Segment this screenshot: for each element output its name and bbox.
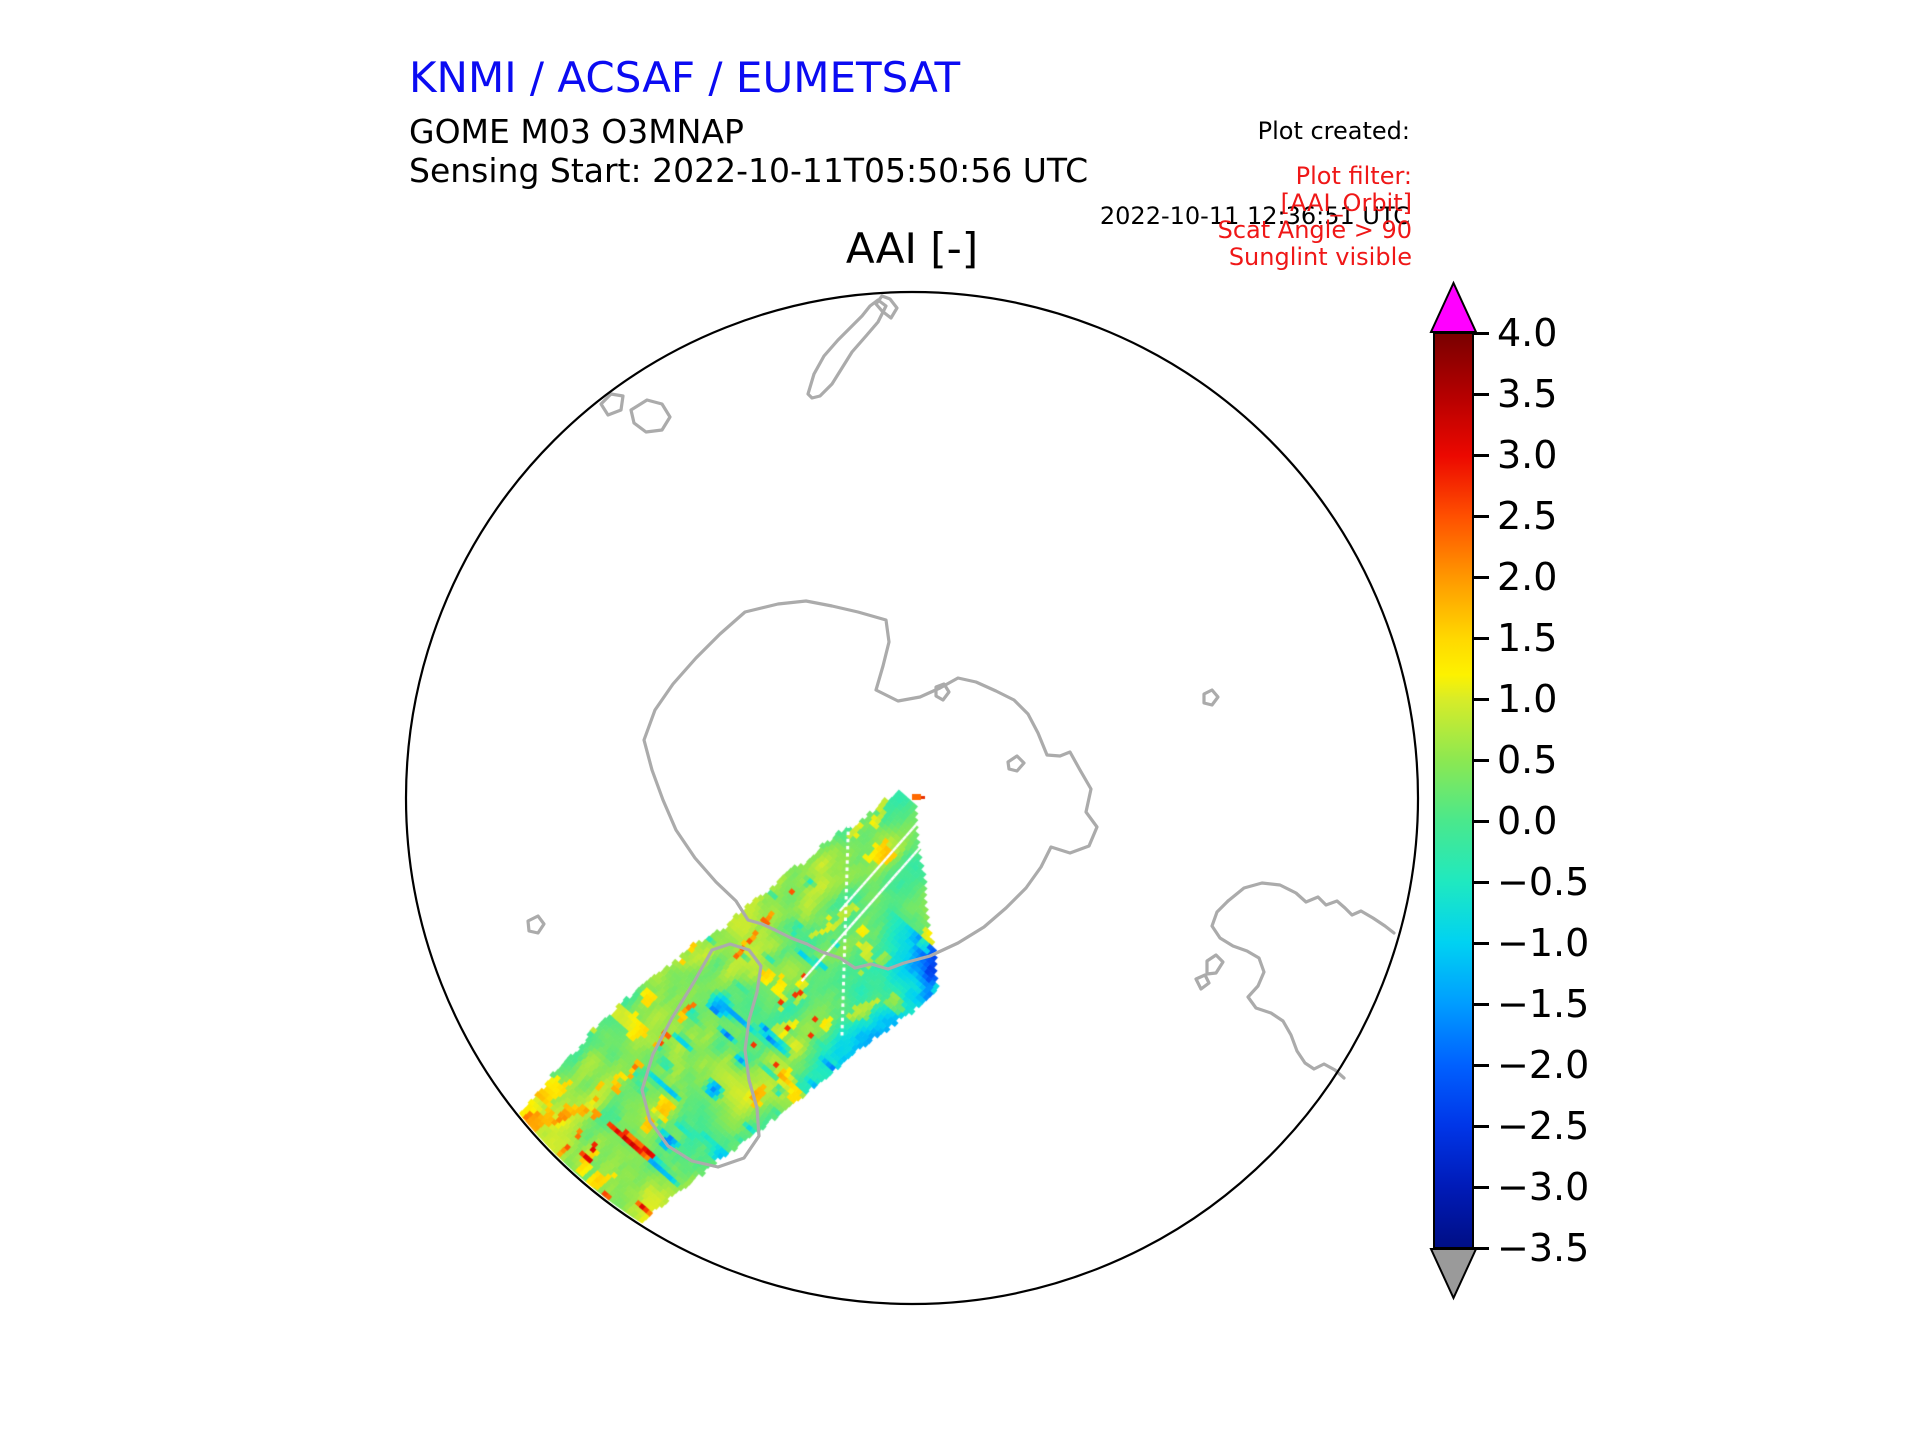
colorbar-tick-label: 4.0 [1497,311,1558,355]
colorbar-tick-label: −2.0 [1497,1043,1590,1087]
colorbar-tick-label: −2.5 [1497,1104,1590,1148]
plot-created-label: Plot created: [1257,116,1410,145]
colorbar-tick-mark [1474,880,1489,884]
colorbar-tick-label: −3.5 [1497,1226,1590,1270]
colorbar-gradient [1433,332,1474,1249]
colorbar-tick-label: 2.5 [1497,494,1558,538]
plot-filter-line: Sunglint visible [1228,243,1412,272]
colorbar-tick-mark [1474,514,1489,518]
colorbar-tick-label: 3.0 [1497,433,1558,477]
colorbar-tick-mark [1474,1185,1489,1189]
colorbar-tick-label: −0.5 [1497,860,1590,904]
colorbar-tick-mark [1474,453,1489,457]
colorbar-tick-mark [1474,697,1489,701]
plot-filter-line: Scat Angle > 90 [1217,216,1412,245]
colorbar-tick-mark [1474,941,1489,945]
colorbar-tick-mark [1474,1063,1489,1067]
colorbar-tick-label: 0.5 [1497,738,1558,782]
product-title: GOME M03 O3MNAP [409,112,744,151]
colorbar-tick-mark [1474,1124,1489,1128]
agency-title: KNMI / ACSAF / EUMETSAT [409,53,961,102]
colorbar-tick-label: 0.0 [1497,799,1558,843]
colorbar-tick-label: −1.5 [1497,982,1590,1026]
colorbar-tick-mark [1474,392,1489,396]
colorbar-tick-label: 2.0 [1497,555,1558,599]
colorbar-tick-label: 3.5 [1497,372,1558,416]
colorbar-tick-mark [1474,758,1489,762]
colorbar-tick-mark [1474,819,1489,823]
colorbar-tick-mark [1474,636,1489,640]
colorbar-tick-label: 1.0 [1497,677,1558,721]
plot-filter-notice: Plot filter: [AAI_Orbit] Scat Angle > 90 Su… [1217,162,1412,272]
colorbar-tick-mark [1474,331,1489,335]
plot-created-timestamp: 2022-10-11 12:36:51 UTC [1099,201,1410,230]
colorbar-tick-mark [1474,1246,1489,1250]
colorbar-tick-mark [1474,575,1489,579]
plot-created-block: Plot created: 2022-10-11 12:36:51 UTC [1100,60,1410,287]
plot-filter-line: Plot filter: [1295,162,1412,190]
colorbar-tick-mark [1474,1002,1489,1006]
colorbar-tick-label: −3.0 [1497,1165,1590,1209]
colorbar-tick-label: 1.5 [1497,616,1558,660]
map-title: AAI [-] [845,224,979,273]
sensing-start-line: Sensing Start: 2022-10-11T05:50:56 UTC [409,151,1089,190]
colorbar-tick-label: −1.0 [1497,921,1590,965]
plot-filter-line: [AAI_Orbit] [1280,189,1412,218]
